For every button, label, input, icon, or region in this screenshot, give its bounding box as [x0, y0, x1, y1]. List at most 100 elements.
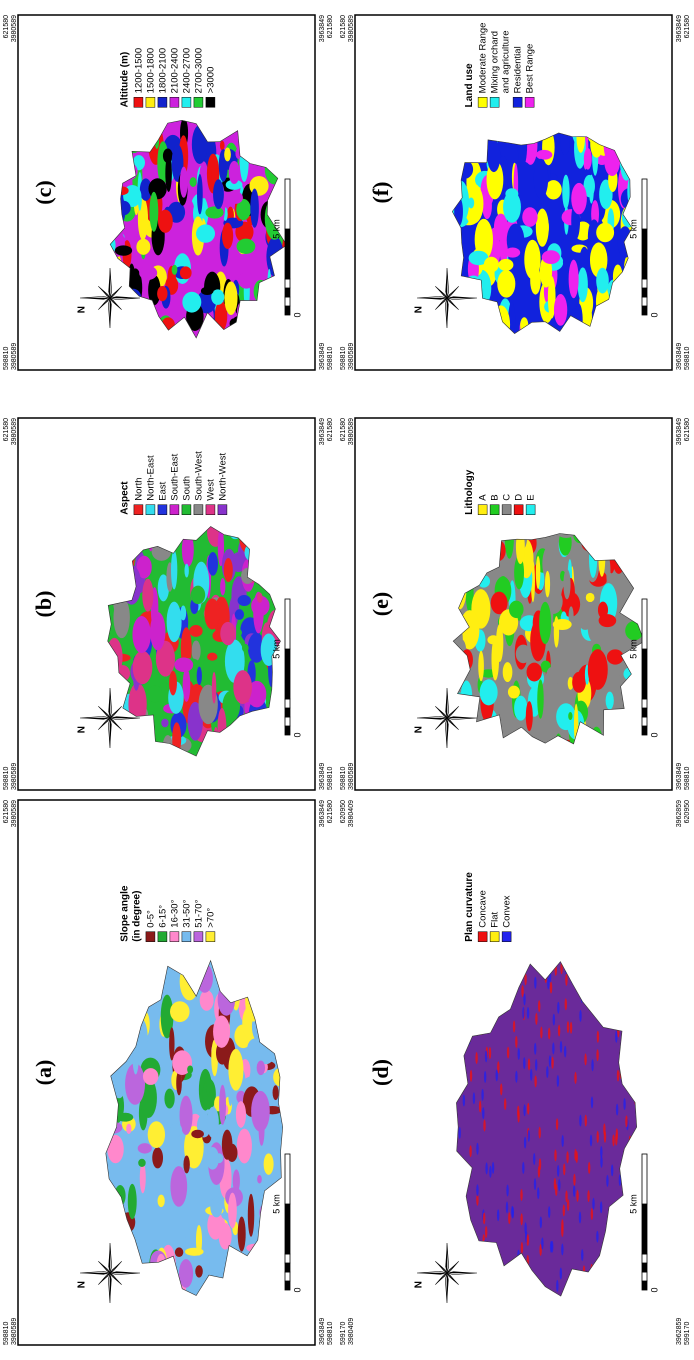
- map-patch: [561, 1135, 563, 1147]
- map-patch: [588, 1162, 590, 1174]
- map-patch: [224, 148, 231, 162]
- legend-swatch: [490, 932, 499, 942]
- map-patch: [552, 1042, 554, 1054]
- map-patch: [514, 974, 516, 986]
- map-patch: [229, 161, 240, 184]
- scale-label: 0: [649, 312, 659, 317]
- map-patch: [540, 1027, 542, 1039]
- scale-segment: [642, 229, 647, 279]
- map-patch: [157, 286, 167, 301]
- map-patch: [251, 1091, 270, 1132]
- map-patch: [518, 1048, 520, 1060]
- map-patch: [467, 720, 483, 748]
- map-patch: [622, 532, 641, 574]
- map-patch: [503, 985, 505, 997]
- map-patch: [498, 987, 500, 999]
- map-patch: [261, 538, 267, 576]
- map-patch: [567, 1199, 569, 1211]
- map-patch: [611, 1222, 613, 1234]
- map-patch: [121, 519, 134, 549]
- map-patch: [458, 702, 465, 727]
- map-patch: [258, 734, 263, 760]
- map-patch: [128, 1184, 137, 1219]
- map-patch: [179, 1259, 193, 1288]
- corner-coordinate: 3980409: [348, 1318, 355, 1345]
- map-patch: [615, 1031, 617, 1043]
- north-arrow-point: [80, 1271, 110, 1273]
- corner-coordinate: 3980589: [11, 1318, 18, 1345]
- map-patch: [452, 1087, 454, 1099]
- map-patch: [561, 740, 578, 748]
- legend-label: >3000: [205, 67, 216, 94]
- legend-label: South: [181, 476, 192, 501]
- legend-swatch: [194, 97, 203, 107]
- map-patch: [576, 1151, 578, 1163]
- map-patch: [633, 728, 641, 738]
- corner-coordinate: 621580: [3, 418, 10, 441]
- map-patch: [637, 1112, 639, 1124]
- map-patch: [572, 672, 586, 693]
- map-patch: [530, 1069, 532, 1081]
- map-patch: [207, 1107, 219, 1138]
- map-patch: [278, 719, 286, 753]
- map-patch: [175, 1247, 183, 1257]
- map-patch: [558, 1179, 560, 1191]
- north-label: N: [77, 1281, 88, 1288]
- map-patch: [548, 112, 556, 132]
- map-patch: [609, 986, 611, 998]
- map-patch: [228, 1049, 243, 1091]
- map-patch: [545, 667, 558, 700]
- map-patch: [622, 509, 642, 549]
- map-patch: [183, 1155, 189, 1173]
- map-patch: [579, 1010, 581, 1022]
- map-patch: [204, 599, 220, 630]
- map-patch: [187, 1066, 193, 1074]
- map-patch: [275, 953, 293, 984]
- map-patch: [257, 981, 276, 1021]
- scale-segment: [642, 1204, 647, 1254]
- map-patch: [612, 1134, 614, 1146]
- north-arrow-point: [445, 1273, 447, 1303]
- map-patch: [453, 568, 467, 609]
- map-panel: 5988103980589621580398058939638495988103…: [3, 418, 334, 790]
- scale-segment: [285, 279, 290, 288]
- map-patch: [237, 300, 251, 323]
- map-patch: [462, 317, 475, 327]
- map-patch: [616, 1128, 618, 1140]
- corner-coordinate: 620950: [340, 800, 347, 823]
- legend-label: and agriculture: [501, 30, 512, 93]
- map-patch: [245, 980, 261, 1022]
- corner-coordinate: 3963849: [676, 343, 683, 370]
- corner-coordinate: 3980589: [11, 800, 18, 827]
- legend-title: Aspect: [120, 481, 131, 515]
- map-patch: [113, 597, 129, 638]
- corner-coordinate: 621580: [327, 15, 334, 38]
- legend-title: Land use: [464, 63, 475, 107]
- map-patch: [260, 975, 279, 1008]
- map-patch: [567, 1021, 569, 1033]
- map-patch: [133, 651, 153, 684]
- map-patch: [112, 254, 122, 288]
- map-patch: [114, 1212, 119, 1222]
- map-patch: [619, 965, 621, 977]
- map-patch: [571, 183, 587, 214]
- map-patch: [182, 533, 194, 567]
- legend-title: Slope angle: [120, 885, 131, 942]
- map-patch: [497, 270, 515, 298]
- north-arrow-point: [447, 1243, 449, 1273]
- map-patch: [530, 266, 541, 294]
- map-patch: [520, 965, 522, 977]
- map-patch: [132, 1035, 139, 1075]
- map-patch: [632, 1246, 634, 1258]
- map-patch: [197, 174, 203, 215]
- north-arrow-point: [108, 1273, 110, 1303]
- map-patch: [449, 996, 451, 1008]
- map-area: [100, 518, 290, 770]
- map-patch: [601, 1280, 603, 1292]
- legend-label: West: [205, 479, 216, 501]
- map-patch: [581, 991, 583, 1003]
- map-patch: [628, 988, 630, 1000]
- scale-segment: [285, 1204, 290, 1254]
- map-patch: [615, 1227, 617, 1239]
